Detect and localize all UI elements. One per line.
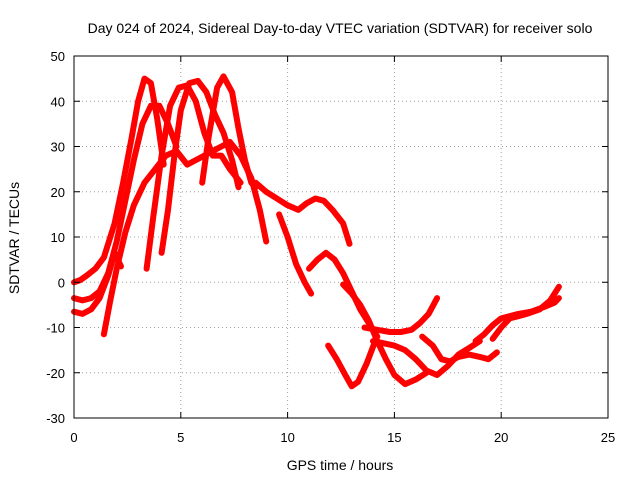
series-line-arc-14 xyxy=(370,338,483,378)
series-line-arc-7 xyxy=(199,73,259,191)
series-line-arc-3 xyxy=(71,249,124,317)
series-line-arc-12 xyxy=(340,281,430,388)
y-tick-label: 0 xyxy=(58,275,65,290)
y-tick-label: 10 xyxy=(51,230,65,245)
chart-title: Day 024 of 2024, Sidereal Day-to-day VTE… xyxy=(88,20,593,36)
y-tick-label: 20 xyxy=(51,185,65,200)
x-tick-label: 20 xyxy=(494,430,508,445)
y-tick-label: 50 xyxy=(51,49,65,64)
series-line-arc-11 xyxy=(325,338,379,390)
axis-ticks xyxy=(73,55,609,419)
x-tick-label: 25 xyxy=(601,430,615,445)
x-axis-label: GPS time / hours xyxy=(287,457,394,473)
y-tick-label: -20 xyxy=(46,366,65,381)
x-tick-label: 0 xyxy=(70,430,77,445)
y-tick-label: -30 xyxy=(46,411,65,426)
series-line-arc-8 xyxy=(252,179,353,247)
series-line-arc-17 xyxy=(489,283,562,342)
series-line-arc-4 xyxy=(100,139,270,338)
data-series xyxy=(71,73,562,390)
series-line-arc-6 xyxy=(158,77,242,256)
y-tick-label: -10 xyxy=(46,321,65,336)
y-tick-label: 40 xyxy=(51,94,65,109)
series-line-arc-13 xyxy=(361,295,441,335)
series-line-arc-1 xyxy=(71,75,167,286)
series-line-arc-9 xyxy=(276,211,315,297)
series-line-arc-2 xyxy=(71,102,180,304)
tick-labels: 0 5 10 15 20 25 -30 -20 -10 0 10 20 30 40 50 xyxy=(46,49,615,445)
x-tick-label: 5 xyxy=(177,430,184,445)
series-line-arc-5 xyxy=(143,82,244,272)
series-line-arc-15 xyxy=(419,333,500,365)
x-tick-label: 10 xyxy=(280,430,294,445)
y-axis-label: SDTVAR / TECUs xyxy=(6,182,22,294)
x-tick-label: 15 xyxy=(387,430,401,445)
y-tick-label: 30 xyxy=(51,140,65,155)
